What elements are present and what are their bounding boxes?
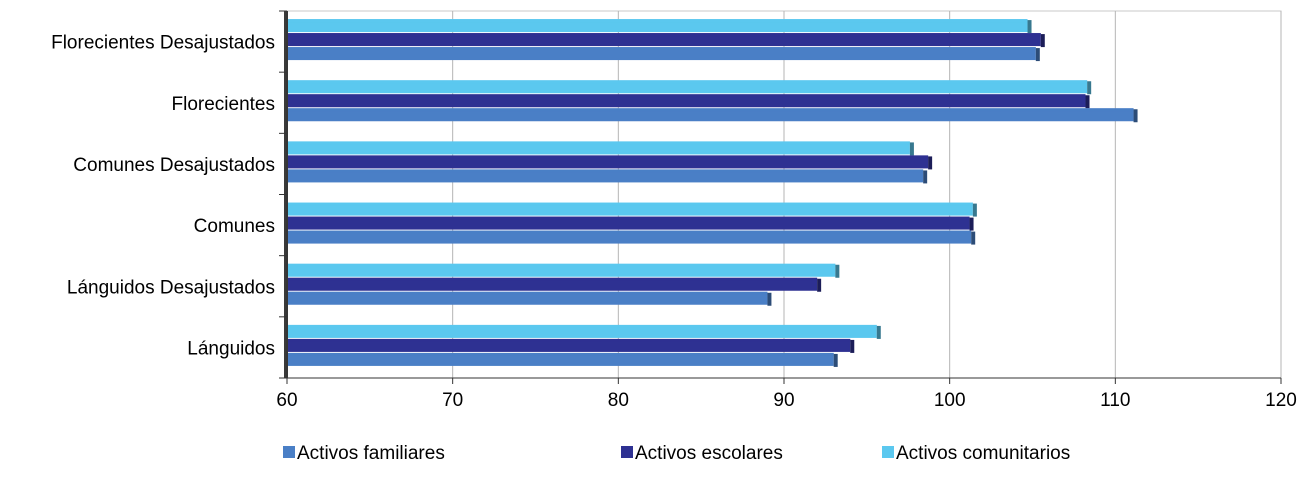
category-label: Comunes [194, 216, 275, 237]
bar-3 [287, 19, 1028, 33]
bar-3 [287, 202, 973, 216]
legend-label: Activos comunitarios [896, 443, 1070, 464]
bar-highlight [287, 202, 973, 206]
bar-highlight [287, 352, 834, 356]
x-tick-label: 90 [773, 390, 794, 411]
category-label: Comunes Desajustados [73, 155, 275, 176]
bar-1 [287, 108, 1134, 122]
category-label: Florecientes Desajustados [51, 33, 275, 54]
bar-end-cap [972, 203, 977, 217]
bar-end-cap [971, 231, 976, 245]
axes [279, 10, 1282, 384]
bar-end-cap [1040, 34, 1045, 48]
bar-end-cap [928, 156, 933, 170]
bar-highlight [287, 155, 929, 159]
bar-highlight [287, 324, 877, 328]
bar-highlight [287, 141, 910, 145]
bar-1 [287, 47, 1036, 61]
bar-2 [287, 277, 818, 291]
bar-1 [287, 291, 768, 305]
bar-end-cap [923, 170, 928, 184]
bar-highlight [287, 263, 836, 267]
bar-3 [287, 141, 910, 155]
bar-highlight [287, 80, 1088, 84]
bar-end-cap [817, 278, 822, 292]
legend-label: Activos familiares [297, 443, 445, 464]
bar-end-cap [876, 325, 881, 339]
x-tick-label: 100 [934, 390, 966, 411]
bar-highlight [287, 338, 851, 342]
bar-highlight [287, 108, 1134, 112]
legend-label: Activos escolares [635, 443, 783, 464]
labels: 60 70 80 90 100 110 120 Florecientes Desajustad… [51, 33, 1297, 411]
x-tick-label: 120 [1265, 390, 1297, 411]
bars [287, 19, 1138, 367]
bar-end-cap [835, 264, 840, 278]
category-label: Florecientes [172, 94, 276, 115]
x-tick-label: 80 [608, 390, 629, 411]
bar-1 [287, 230, 972, 244]
legend-swatch [621, 446, 633, 458]
legend-swatch [283, 446, 295, 458]
bar-highlight [287, 291, 768, 295]
bar-2 [287, 33, 1041, 47]
x-tick-label: 60 [276, 390, 297, 411]
bar-end-cap [1027, 20, 1032, 34]
gridlines [286, 10, 1282, 379]
bar-2 [287, 216, 970, 230]
bar-highlight [287, 33, 1041, 37]
bar-highlight [287, 47, 1036, 51]
bar-end-cap [767, 292, 772, 306]
bar-2 [287, 338, 851, 352]
bar-1 [287, 352, 834, 366]
bar-end-cap [1085, 95, 1090, 109]
bar-highlight [287, 277, 818, 281]
bar-end-cap [969, 217, 974, 231]
bar-end-cap [1087, 81, 1092, 95]
bar-3 [287, 263, 836, 277]
x-tick-label: 110 [1100, 390, 1130, 411]
bar-3 [287, 80, 1088, 94]
legend: Activos familiares Activos escolares Activ… [283, 443, 1070, 464]
bar-end-cap [1035, 48, 1040, 62]
bar-end-cap [1133, 109, 1138, 123]
bar-1 [287, 169, 924, 183]
bar-2 [287, 94, 1086, 108]
bar-end-cap [909, 142, 914, 156]
bar-3 [287, 324, 877, 338]
legend-swatch [882, 446, 894, 458]
bar-end-cap [850, 339, 855, 353]
category-label: Lánguidos Desajustados [67, 277, 275, 298]
bar-end-cap [833, 353, 838, 367]
x-tick-label: 70 [442, 390, 463, 411]
bar-highlight [287, 216, 970, 220]
bar-2 [287, 155, 929, 169]
bar-highlight [287, 169, 924, 173]
bar-highlight [287, 94, 1086, 98]
bar-highlight [287, 230, 972, 234]
bar-highlight [287, 19, 1028, 23]
category-label: Lánguidos [187, 338, 275, 359]
